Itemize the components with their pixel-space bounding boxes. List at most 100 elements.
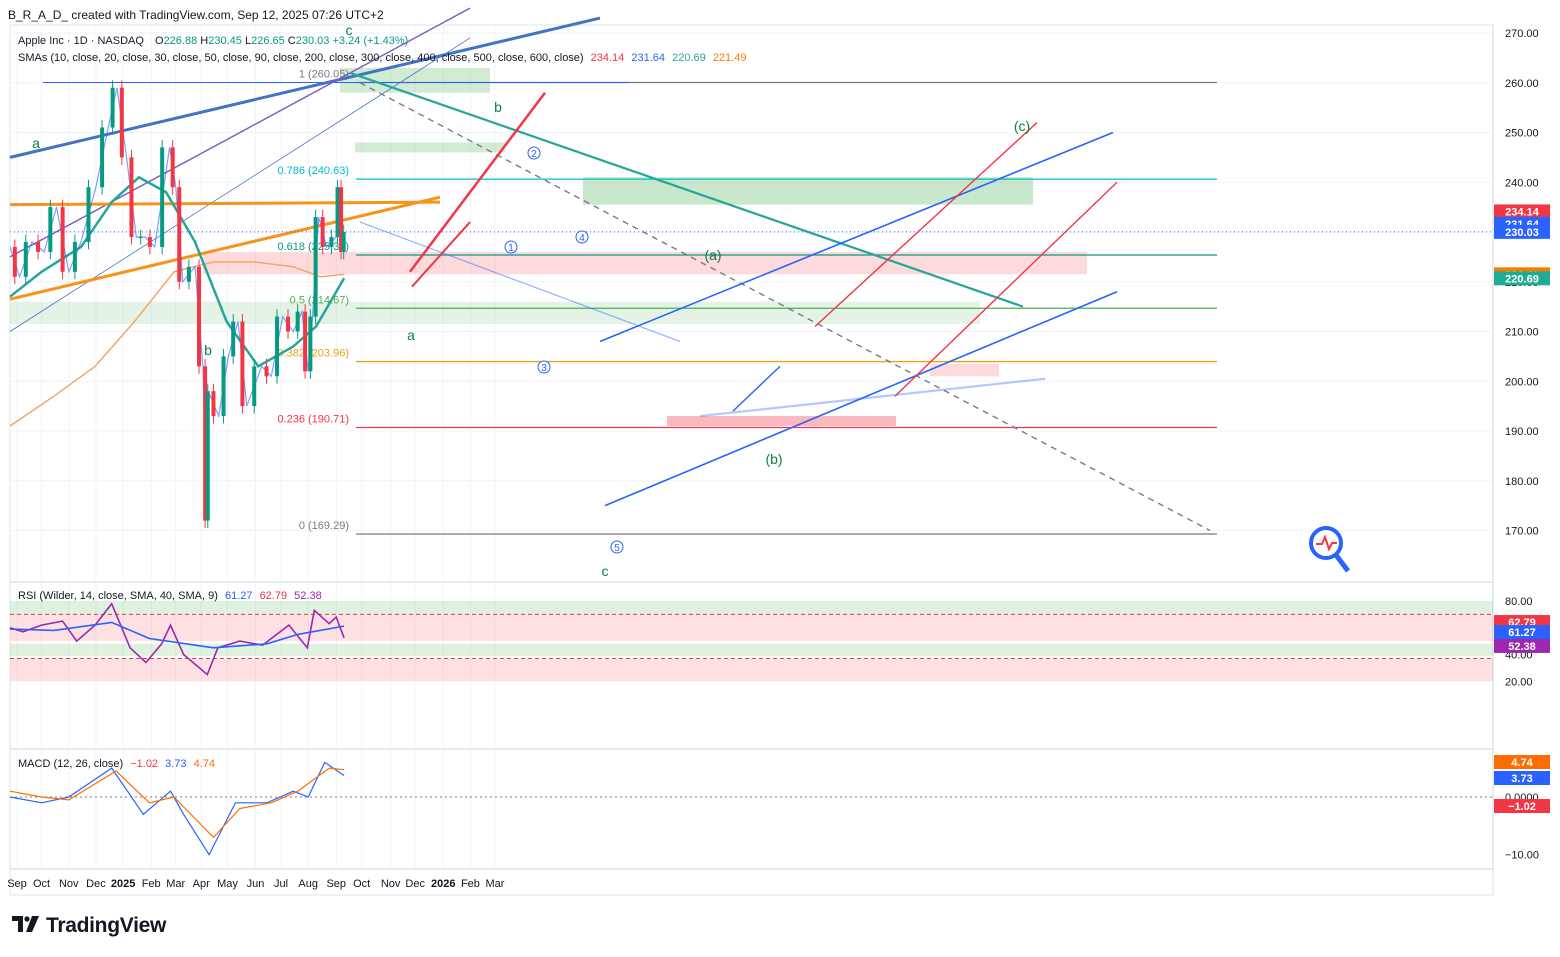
trendline-orange-rising <box>9 195 441 301</box>
fib-label-1: 0.786 (240.63) <box>277 165 349 177</box>
rsi-zone-oversold <box>10 658 1493 682</box>
price-axis-tick-2: 250.00 <box>1505 128 1539 140</box>
small-zone-red <box>930 363 999 377</box>
time-axis-tick-0: Sep <box>7 878 27 890</box>
candle-body <box>252 366 257 407</box>
time-axis-tick-1: Oct <box>33 878 50 890</box>
wave-label-5: c <box>602 563 609 579</box>
wave-label-2: c <box>346 22 353 38</box>
time-axis-tick-9: Jun <box>247 878 265 890</box>
rsi-badge-bg-2 <box>1494 638 1550 653</box>
fib-label-4: 0.382 (203.96) <box>277 348 349 360</box>
channel-blue-lower <box>604 290 1118 507</box>
wave-label-8: (c) <box>1014 118 1030 134</box>
rsi-axis-tick-0: 80.00 <box>1505 596 1533 608</box>
macd-line <box>9 761 345 856</box>
price-axis-tick-0: 270.00 <box>1505 28 1539 40</box>
wave-number-circle-2 <box>537 360 551 374</box>
candle-body <box>211 391 216 417</box>
time-axis-tick-14: Nov <box>381 878 401 890</box>
trendline-orange-flat <box>9 200 441 207</box>
rsi-ma-long <box>9 621 345 649</box>
ohlc-low: 226.65 <box>251 35 285 47</box>
fade-line-lightblue <box>699 377 1046 418</box>
magnifier-icon[interactable] <box>1309 526 1350 573</box>
candle-body <box>231 321 236 357</box>
candle-body <box>186 266 191 282</box>
macd-badge-bg-0 <box>1494 755 1550 769</box>
candle-body <box>160 147 165 247</box>
wave-number-0: 1 <box>508 243 514 254</box>
candle-body <box>177 187 182 282</box>
time-axis-tick-15: Dec <box>405 878 425 890</box>
wave-number-circle-0 <box>504 240 518 254</box>
sma-legend[interactable]: SMAs (10, close, 20, close, 30, close, 5… <box>18 52 746 64</box>
candle-body <box>110 87 115 128</box>
wave-number-4: 5 <box>614 543 620 554</box>
candle-body <box>335 187 340 237</box>
candle-body <box>205 391 210 521</box>
rsi-legend[interactable]: RSI (Wilder, 14, close, SMA, 40, SMA, 9)… <box>18 590 322 602</box>
price-badge-2: 230.03 <box>1505 227 1539 239</box>
wave-label-3: b <box>494 99 502 115</box>
candle-body <box>295 311 300 332</box>
price-axis-tick-3: 240.00 <box>1505 177 1539 189</box>
price-badge-bg-4 <box>1494 271 1550 286</box>
channel-red-lower <box>411 221 471 288</box>
ohlc-close: 230.03 <box>295 35 330 47</box>
candle-body <box>36 241 41 252</box>
rsi-axis-tick-2: 20.00 <box>1505 676 1533 688</box>
sma-value-3: 220.69 <box>672 52 706 64</box>
time-axis-tick-17: Feb <box>461 878 480 890</box>
rsi-zone-upper <box>10 614 1493 642</box>
sma-value-2: 231.64 <box>631 52 666 64</box>
fib-label-6: 0 (169.29) <box>299 520 349 532</box>
demand-zone-red <box>203 251 1087 275</box>
tradingview-logo[interactable]: TradingView <box>12 914 166 938</box>
time-axis-tick-8: May <box>217 878 238 890</box>
candle-body <box>339 187 344 252</box>
price-axis-tick-1: 260.00 <box>1505 78 1539 90</box>
time-axis-tick-3: Dec <box>86 878 106 890</box>
time-axis-tick-2: Nov <box>59 878 79 890</box>
sma-legend-text: SMAs (10, close, 20, close, 30, close, 5… <box>18 52 584 64</box>
price-axis-tick-10: 170.00 <box>1505 526 1539 538</box>
rsi-badge-1: 61.27 <box>1508 627 1536 639</box>
candle-body <box>264 366 269 377</box>
macd-legend-text: MACD (12, 26, close) <box>18 758 124 770</box>
time-axis-tick-16: 2026 <box>431 878 455 890</box>
candle-body <box>100 127 105 188</box>
sma-value-4: 221.49 <box>712 52 747 64</box>
price-axis-tick-9: 180.00 <box>1505 476 1539 488</box>
candle-body <box>303 311 308 372</box>
time-axis-tick-6: Mar <box>166 878 185 890</box>
symbol-legend[interactable]: Apple Inc · 1D · NASDAQ O226.88 H230.45 … <box>18 35 409 47</box>
wave-number-circle-1 <box>527 146 541 160</box>
price-badge-0: 234.14 <box>1505 206 1540 218</box>
candle-body <box>86 187 91 242</box>
candle-body <box>170 147 175 188</box>
magnifier-pulse <box>1316 534 1337 552</box>
price-badge-bg-2 <box>1494 224 1550 239</box>
candle-body <box>48 207 53 252</box>
candle-body <box>240 321 245 407</box>
wave-number-circle-3 <box>575 230 589 244</box>
channel-pink-upper <box>814 122 1038 328</box>
time-axis-tick-10: Jul <box>274 878 288 890</box>
fib-label-3: 0.5 (214.67) <box>290 294 349 306</box>
supply-zone-green <box>583 177 1033 205</box>
trendline-green-descending <box>349 71 1024 308</box>
macd-value-3: 4.74 <box>193 758 216 770</box>
rsi-line <box>9 602 345 676</box>
rsi-badge-2: 52.38 <box>1508 641 1536 653</box>
candle-body <box>23 241 28 277</box>
time-axis-tick-4: 2025 <box>111 878 135 890</box>
rsi-zone-overbought <box>10 601 1493 615</box>
candle-body <box>196 266 201 367</box>
macd-legend[interactable]: MACD (12, 26, close) −1.02 3.73 4.74 <box>18 758 215 770</box>
time-axis-tick-7: Apr <box>193 878 210 890</box>
macd-badge-0: 4.74 <box>1511 757 1533 769</box>
trendline-upper-blue <box>9 16 601 159</box>
symbol-name: Apple Inc · 1D · NASDAQ <box>18 35 144 47</box>
